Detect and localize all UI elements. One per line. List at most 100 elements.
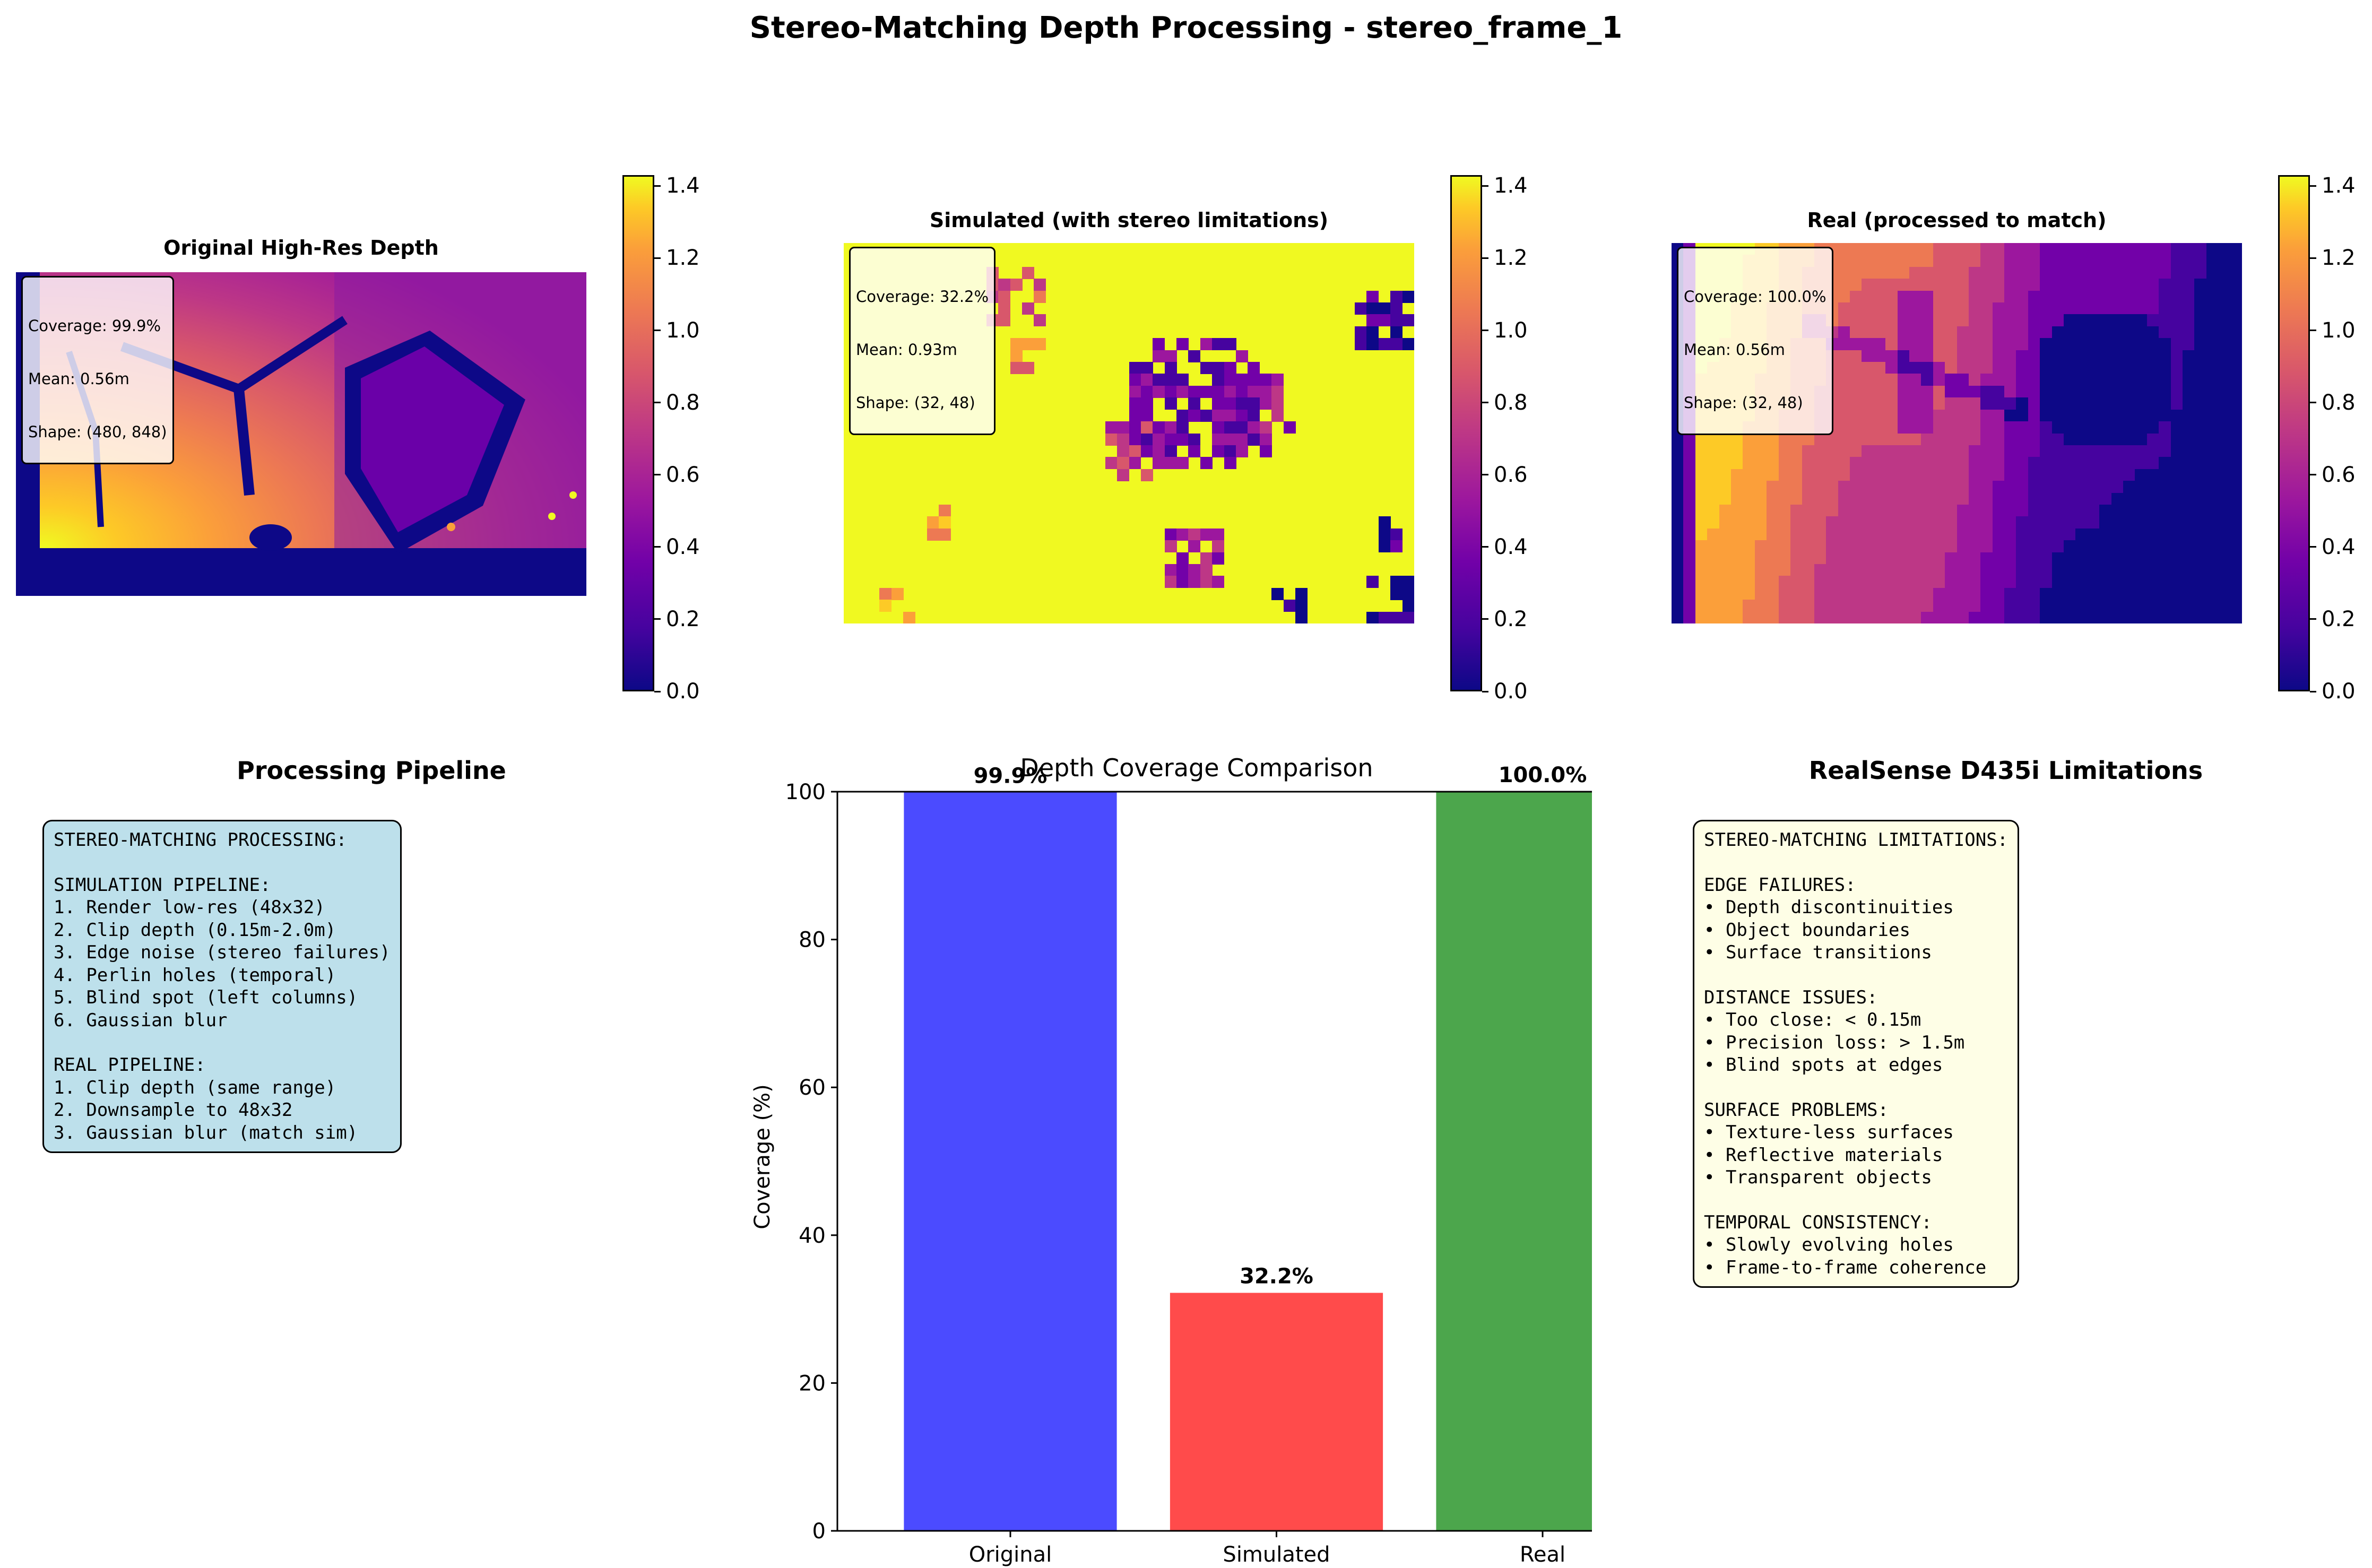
heatmap-cell bbox=[1933, 266, 1945, 279]
heatmap-cell bbox=[2111, 492, 2124, 505]
heatmap-cell bbox=[2111, 469, 2124, 481]
heatmap-cell bbox=[2087, 576, 2100, 588]
heatmap-cell bbox=[2123, 445, 2136, 457]
heatmap-cell bbox=[1140, 445, 1153, 457]
colorbar-tick bbox=[654, 618, 661, 620]
heatmap-cell bbox=[1945, 243, 1958, 255]
heatmap-cell bbox=[1980, 421, 1993, 434]
heatmap-cell bbox=[2051, 374, 2064, 386]
heatmap-cell bbox=[1153, 350, 1165, 362]
heatmap-cell bbox=[1838, 421, 1850, 434]
heatmap-cell bbox=[1921, 504, 1934, 517]
heatmap-cell bbox=[1034, 279, 1046, 291]
heatmap-cell bbox=[2194, 290, 2207, 303]
heatmap-cell bbox=[1224, 385, 1236, 398]
heatmap-cell bbox=[1236, 350, 1249, 362]
heatmap-cell bbox=[1933, 362, 1945, 375]
heatmap-cell bbox=[1212, 433, 1225, 446]
heatmap-cell bbox=[1885, 600, 1898, 612]
heatmap-cell bbox=[2146, 266, 2159, 279]
heatmap-cell bbox=[2135, 314, 2148, 327]
heatmap-cell bbox=[1945, 326, 1958, 339]
heatmap-cell bbox=[1259, 421, 1272, 434]
heatmap-cell bbox=[2016, 576, 2029, 588]
heatmap-cell bbox=[2159, 492, 2171, 505]
heatmap-cell bbox=[2230, 421, 2242, 434]
heatmap-cell bbox=[2135, 587, 2148, 600]
heatmap-cell bbox=[2111, 600, 2124, 612]
heatmap-cell bbox=[1945, 457, 1958, 470]
heatmap-cell bbox=[2099, 611, 2112, 623]
heatmap-cell bbox=[1224, 409, 1236, 422]
heatmap-cell bbox=[1814, 481, 1826, 493]
heatmap-cell bbox=[1909, 433, 1921, 446]
heatmap-cell bbox=[2123, 492, 2136, 505]
heatmap-cell bbox=[1117, 457, 1130, 470]
heatmap-cell bbox=[1849, 409, 1862, 422]
heatmap-cell bbox=[1259, 374, 1272, 386]
bar-real bbox=[1436, 792, 1592, 1531]
heatmap-cell bbox=[2123, 374, 2136, 386]
heatmap-cell bbox=[1767, 481, 1779, 493]
heatmap-cell bbox=[1212, 338, 1225, 351]
heatmap-cell bbox=[2004, 540, 2017, 553]
heatmap-cell bbox=[1164, 350, 1177, 362]
heatmap-cell bbox=[1957, 516, 1969, 529]
heatmap-cell bbox=[2075, 445, 2088, 457]
heatmap-cell bbox=[1921, 552, 1934, 565]
heatmap-cell bbox=[2051, 481, 2064, 493]
heatmap-cell bbox=[2040, 457, 2053, 470]
heatmap-cell bbox=[2111, 279, 2124, 291]
heatmap-cell bbox=[1814, 457, 1826, 470]
heatmap-cell bbox=[1992, 576, 2005, 588]
heatmap-cell bbox=[2146, 338, 2159, 351]
heatmap-cell bbox=[2016, 243, 2029, 255]
heatmap-cell bbox=[2051, 409, 2064, 422]
heatmap-cell bbox=[1885, 552, 1898, 565]
heatmap-cell bbox=[1034, 338, 1046, 351]
heatmap-cell bbox=[1933, 516, 1945, 529]
heatmap-cell bbox=[1105, 457, 1118, 470]
heatmap-cell bbox=[1980, 552, 1993, 565]
heatmap-cell bbox=[2099, 481, 2112, 493]
info-coverage: Coverage: 100.0% bbox=[1684, 287, 1826, 306]
heatmap-cell bbox=[1968, 314, 1981, 327]
heatmap-cell bbox=[2170, 576, 2183, 588]
heatmap-cell bbox=[1980, 255, 1993, 267]
heatmap-cell bbox=[1683, 576, 1696, 588]
info-mean: Mean: 0.93m bbox=[856, 340, 957, 359]
text-line: 5. Blind spot (left columns) bbox=[54, 987, 358, 1008]
info-mean: Mean: 0.56m bbox=[28, 369, 129, 388]
heatmap-cell bbox=[2064, 516, 2076, 529]
heatmap-cell bbox=[1968, 290, 1981, 303]
heatmap-cell bbox=[1897, 409, 1910, 422]
heatmap-cell bbox=[1790, 492, 1803, 505]
heatmap-cell bbox=[1790, 552, 1803, 565]
heatmap-cell bbox=[1814, 504, 1826, 517]
heatmap-cell bbox=[2028, 469, 2040, 481]
heatmap-cell bbox=[1236, 445, 1249, 457]
heatmap-cell bbox=[2075, 326, 2088, 339]
heatmap-cell bbox=[1909, 481, 1921, 493]
heatmap-cell bbox=[1164, 374, 1177, 386]
heatmap-cell bbox=[2194, 504, 2207, 517]
heatmap-cell bbox=[1992, 528, 2005, 541]
heatmap-cell bbox=[1212, 362, 1225, 375]
heatmap-cell bbox=[1754, 445, 1767, 457]
heatmap-cell bbox=[2170, 314, 2183, 327]
heatmap-cell bbox=[2004, 374, 2017, 386]
heatmap-cell bbox=[1957, 433, 1969, 446]
heatmap-cell bbox=[2099, 409, 2112, 422]
heatmap-cell bbox=[1355, 326, 1367, 339]
colorbar-tick-label: 0.4 bbox=[1494, 534, 1528, 559]
heatmap-cell bbox=[1909, 302, 1921, 315]
heatmap-cell bbox=[1754, 504, 1767, 517]
heatmap-cell bbox=[1719, 600, 1732, 612]
heatmap-cell bbox=[1778, 504, 1791, 517]
heatmap-cell bbox=[2183, 385, 2195, 398]
heatmap-cell bbox=[2075, 528, 2088, 541]
heatmap-cell bbox=[2099, 600, 2112, 612]
heatmap-cell bbox=[1402, 587, 1414, 600]
heatmap-cell bbox=[2206, 314, 2219, 327]
heatmap-cell bbox=[879, 587, 892, 600]
